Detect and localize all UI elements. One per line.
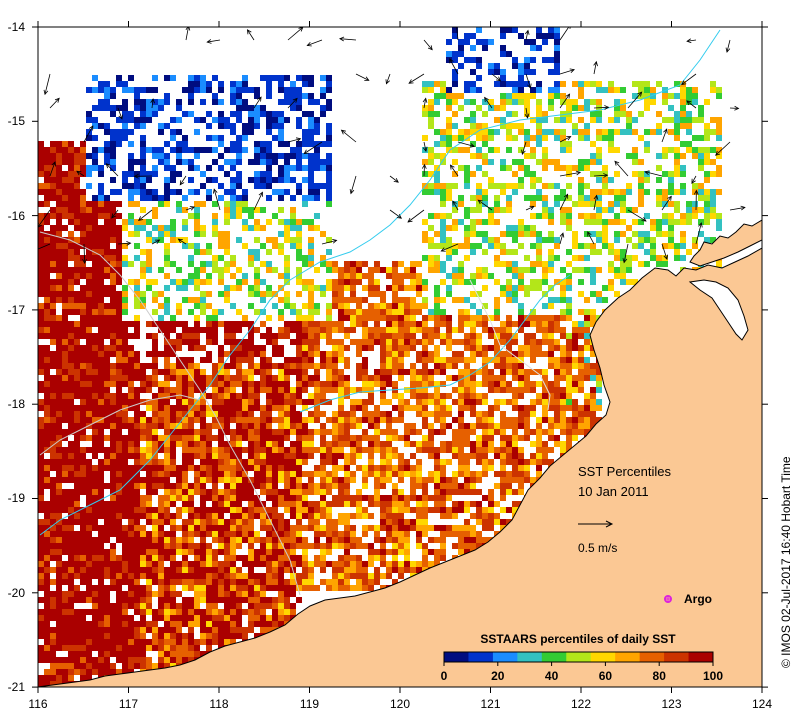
y-tick-label: -21 bbox=[8, 680, 26, 694]
colorbar-title: SSTAARS percentiles of daily SST bbox=[480, 632, 676, 646]
y-tick-label: -17 bbox=[8, 303, 26, 317]
x-tick-label: 124 bbox=[752, 697, 772, 711]
isobath-line-3 bbox=[39, 231, 301, 596]
colorbar-tick-label: 80 bbox=[653, 669, 667, 683]
current-scale-arrow bbox=[578, 520, 614, 528]
colorbar-swatch bbox=[664, 652, 690, 662]
land-mass bbox=[38, 247, 762, 687]
coast-islands bbox=[689, 219, 762, 267]
colorbar-swatch bbox=[566, 652, 592, 662]
imos-credit: © IMOS 02-Jul-2017 16:40 Hobart Time bbox=[779, 456, 793, 668]
colorbar-tick-label: 60 bbox=[599, 669, 613, 683]
colorbar-tick-label: 0 bbox=[441, 669, 448, 683]
colorbar-swatch bbox=[444, 652, 469, 662]
x-tick-label: 116 bbox=[28, 697, 47, 711]
colorbar-tick-label: 40 bbox=[545, 669, 559, 683]
x-tick-label: 118 bbox=[209, 697, 228, 711]
y-tick-label: -19 bbox=[8, 491, 26, 505]
x-tick-label: 117 bbox=[119, 697, 138, 711]
colorbar-swatch bbox=[590, 652, 616, 662]
colorbar-frame bbox=[443, 651, 714, 663]
y-tick-label: -18 bbox=[8, 397, 26, 411]
colorbar-swatch bbox=[615, 652, 641, 662]
colorbar-swatch bbox=[492, 652, 518, 662]
axis-ticks bbox=[32, 21, 768, 693]
y-tick-label: -20 bbox=[8, 586, 26, 600]
colorbar bbox=[444, 652, 714, 662]
isobath-line-4 bbox=[39, 394, 201, 456]
x-axis-labels: 116 117 118 119 120 121 122 123 124 bbox=[28, 697, 772, 711]
x-tick-label: 120 bbox=[390, 697, 410, 711]
colorbar-swatch bbox=[541, 652, 567, 662]
y-axis-labels: -14 -15 -16 -17 -18 -19 -20 -21 bbox=[8, 20, 26, 694]
colorbar-tick-label: 20 bbox=[491, 669, 505, 683]
x-tick-label: 122 bbox=[571, 697, 591, 711]
isobath-line bbox=[39, 29, 721, 536]
sst-percentile-field bbox=[38, 27, 722, 687]
isobath-line-2 bbox=[299, 274, 571, 413]
colorbar-ticks bbox=[443, 662, 714, 666]
colorbar-swatch bbox=[688, 652, 714, 662]
y-tick-label: -16 bbox=[8, 209, 26, 223]
y-tick-label: -15 bbox=[8, 114, 26, 128]
colorbar-swatch bbox=[639, 652, 665, 662]
current-vectors bbox=[38, 27, 746, 265]
coast-islands-2 bbox=[688, 279, 749, 341]
y-tick-label: -14 bbox=[8, 20, 26, 34]
colorbar-swatch bbox=[468, 652, 494, 662]
colorbar-tick-label: 100 bbox=[703, 669, 723, 683]
map-title: SST Percentiles bbox=[578, 464, 671, 479]
current-scale-label: 0.5 m/s bbox=[578, 541, 617, 555]
x-tick-label: 121 bbox=[480, 697, 500, 711]
x-tick-label: 123 bbox=[661, 697, 681, 711]
argo-label: Argo bbox=[684, 592, 712, 606]
argo-marker-icon bbox=[664, 595, 672, 603]
isobath-line-5 bbox=[469, 279, 551, 411]
x-tick-label: 119 bbox=[300, 697, 319, 711]
colorbar-swatch bbox=[517, 652, 543, 662]
map-date: 10 Jan 2011 bbox=[578, 484, 649, 499]
